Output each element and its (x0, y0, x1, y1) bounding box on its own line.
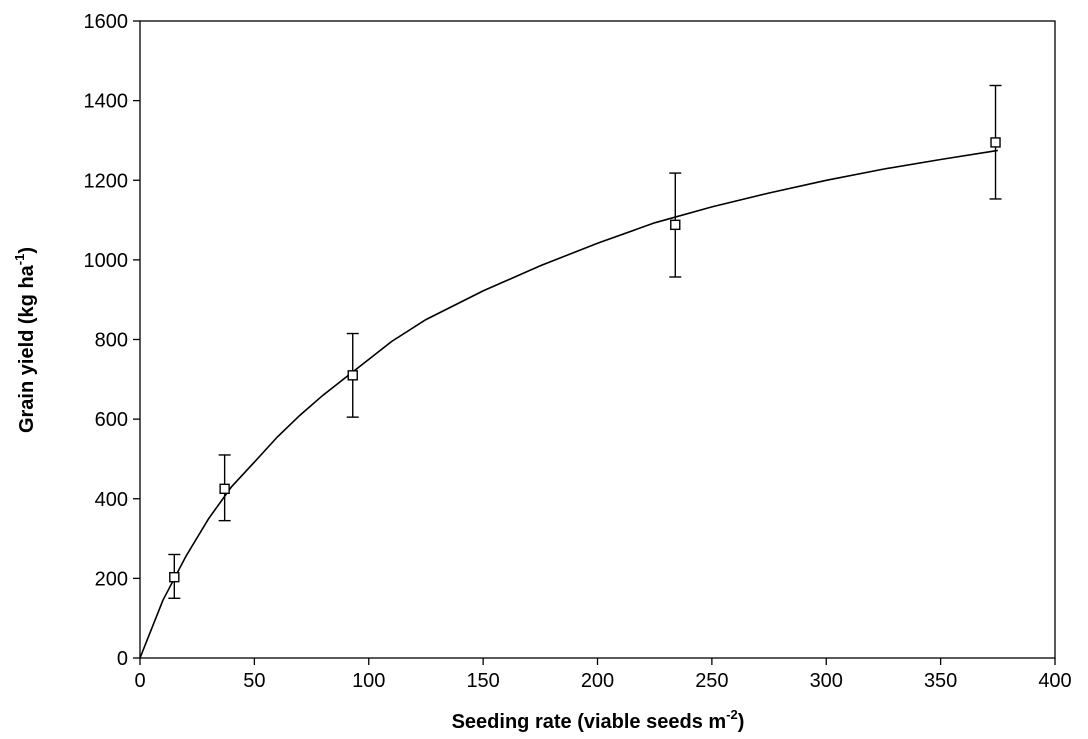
y-tick-label: 1400 (84, 91, 129, 113)
x-tick-label: 100 (352, 670, 385, 692)
plot-area (139, 84, 1002, 659)
y-tick-label: 800 (95, 330, 128, 352)
x-axis-label-superscript: -2 (726, 707, 738, 722)
y-tick-label: 600 (95, 409, 128, 431)
x-tick-label: 50 (243, 670, 265, 692)
x-axis-label: Seeding rate (viable seeds m-2) (452, 707, 745, 733)
x-tick-label: 150 (466, 670, 499, 692)
x-tick-label: 350 (924, 670, 957, 692)
y-tick-label: 1000 (84, 250, 129, 272)
y-tick-label: 200 (95, 568, 128, 590)
x-tick-label: 250 (695, 670, 728, 692)
x-tick-label: 400 (1038, 670, 1071, 692)
y-tick-label: 0 (117, 648, 128, 670)
plot-frame (139, 20, 1056, 659)
data-point (670, 219, 681, 231)
y-tick-label: 400 (95, 489, 128, 511)
axes: 0 50 100 150 200 250 300 350 400 0 200 400 600 800 100… (84, 11, 1072, 692)
data-point (219, 483, 230, 494)
data-point (169, 571, 180, 583)
y-tick-label: 1600 (84, 11, 129, 33)
data-point (990, 137, 1001, 148)
y-axis-label: Grain yield (kg ha-1) (12, 247, 38, 433)
y-tick-label: 1200 (84, 170, 129, 192)
x-tick-label: 300 (810, 670, 843, 692)
y-axis-label-superscript: -1 (12, 254, 27, 266)
x-tick-label: 0 (134, 670, 145, 692)
x-tick-label: 200 (581, 670, 614, 692)
fitted-curve (139, 149, 998, 659)
data-point (347, 370, 358, 381)
